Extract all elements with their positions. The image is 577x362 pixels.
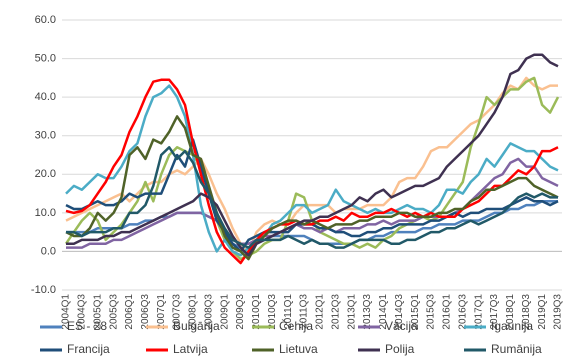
x-tick-label: 2007Q3 — [172, 294, 183, 330]
x-tick-label: 2005Q1 — [92, 294, 103, 330]
legend-label: Čehija — [279, 318, 313, 333]
y-tick-label: -10.0 — [31, 284, 56, 296]
legend-label: Bulgārija — [173, 319, 220, 333]
x-tick-label: 2017Q3 — [489, 294, 500, 330]
x-tick-label: 2017Q1 — [473, 294, 484, 330]
legend-label: Rumānija — [491, 342, 542, 356]
x-tick-label: 2016Q1 — [442, 294, 453, 330]
x-tick-label: 2008Q1 — [188, 294, 199, 330]
y-tick-label: 40.0 — [35, 91, 56, 103]
x-tick-label: 2004Q3 — [77, 294, 88, 330]
x-tick-label: 2007Q1 — [156, 294, 167, 330]
x-tick-label: 2009Q3 — [235, 294, 246, 330]
x-tick-label: 2004Q1 — [61, 294, 72, 330]
series-line — [66, 157, 559, 249]
x-tick-label: 2016Q3 — [457, 294, 468, 330]
series-line — [65, 76, 558, 253]
legend-label: Lietuva — [279, 342, 318, 356]
x-tick-label: 2012Q3 — [330, 294, 341, 330]
legend-label: Latvija — [173, 342, 208, 356]
x-tick-label: 2015Q1 — [410, 294, 421, 330]
series-line — [65, 84, 559, 257]
y-tick-label: 20.0 — [35, 168, 56, 180]
y-tick-label: 0.0 — [41, 245, 56, 257]
x-tick-label: 2008Q3 — [203, 294, 214, 330]
x-tick-label: 2011Q1 — [283, 294, 294, 329]
legend-label: Igaunija — [491, 319, 533, 333]
series-line — [66, 53, 559, 257]
x-tick-label: 2009Q1 — [219, 294, 230, 330]
legend-label: Francija — [67, 342, 110, 356]
legend-label: Polija — [385, 342, 415, 356]
x-tick-label: 2019Q1 — [537, 294, 548, 330]
x-tick-label: 2019Q3 — [553, 294, 564, 330]
series-line — [66, 146, 558, 249]
x-tick-label: 2018Q3 — [521, 294, 532, 330]
legend-label: Vācija — [385, 319, 418, 333]
x-tick-label: 2013Q3 — [362, 294, 373, 330]
y-tick-label: 50.0 — [35, 52, 56, 64]
x-tick-label: 2014Q1 — [378, 294, 389, 330]
series-line — [65, 78, 559, 265]
x-tick-label: 2006Q3 — [140, 294, 151, 330]
x-tick-label: 2014Q3 — [394, 294, 405, 330]
x-tick-label: 2015Q3 — [426, 294, 437, 330]
y-tick-label: 10.0 — [35, 207, 56, 219]
x-tick-label: 2011Q3 — [299, 294, 310, 329]
y-tick-label: 60.0 — [35, 14, 56, 26]
legend-label: ES - 28 — [67, 319, 107, 333]
x-tick-label: 2013Q1 — [346, 294, 357, 330]
x-tick-label: 2010Q3 — [267, 294, 278, 330]
x-tick-label: 2018Q1 — [505, 294, 516, 330]
x-tick-label: 2006Q1 — [124, 294, 135, 330]
x-tick-label: 2005Q3 — [108, 294, 119, 330]
y-tick-label: 30.0 — [35, 130, 56, 142]
x-tick-label: 2010Q1 — [251, 294, 262, 330]
x-tick-label: 2012Q1 — [315, 294, 326, 330]
